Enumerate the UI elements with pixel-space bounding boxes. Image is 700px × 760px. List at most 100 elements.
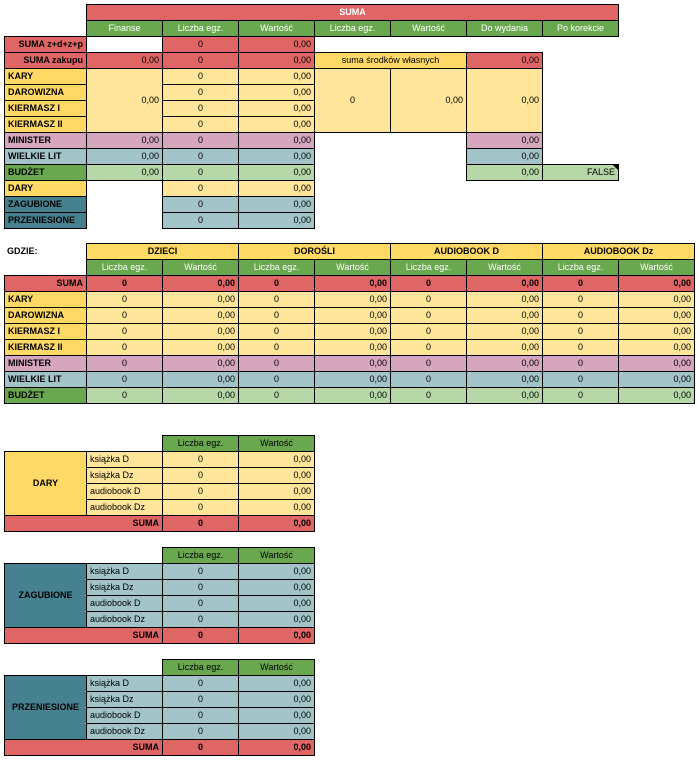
- breakdown-value-cell[interactable]: 0,00: [466, 323, 543, 340]
- breakdown-value-cell[interactable]: 0: [390, 291, 467, 308]
- liczba-merged-cell[interactable]: 0: [314, 68, 391, 133]
- summary-column-header[interactable]: Liczba egz.: [314, 20, 391, 37]
- liczba-cell[interactable]: 0: [162, 180, 239, 197]
- subtable-sum-liczba[interactable]: 0: [162, 739, 239, 756]
- breakdown-value-cell[interactable]: 0: [542, 323, 619, 340]
- subtable-item[interactable]: audiobook D: [86, 595, 163, 612]
- breakdown-value-cell[interactable]: 0: [390, 355, 467, 372]
- breakdown-value-cell[interactable]: 0: [86, 339, 163, 356]
- wartosc-cell[interactable]: 0,00: [238, 68, 315, 85]
- breakdown-value-cell[interactable]: 0,00: [314, 307, 391, 324]
- subtable-sum-label[interactable]: SUMA: [4, 515, 163, 532]
- liczba-cell[interactable]: 0: [162, 563, 239, 580]
- finanse-cell[interactable]: 0,00: [86, 164, 163, 181]
- liczba-cell[interactable]: 0: [162, 467, 239, 484]
- wartosc-merged-cell[interactable]: 0,00: [390, 68, 467, 133]
- wartosc-cell[interactable]: 0,00: [238, 611, 315, 628]
- wartosc-cell[interactable]: 0,00: [238, 675, 315, 692]
- breakdown-value-cell[interactable]: 0: [542, 371, 619, 388]
- breakdown-column-header[interactable]: Wartość: [618, 259, 695, 276]
- row-label-suma-total[interactable]: SUMA z+d+z+p: [4, 36, 87, 53]
- wartosc-cell[interactable]: 0,00: [238, 723, 315, 740]
- subtable-sum-wartosc[interactable]: 0,00: [238, 515, 315, 532]
- liczba-cell[interactable]: 0: [162, 132, 239, 149]
- wartosc-cell[interactable]: 0,00: [238, 180, 315, 197]
- wartosc-cell[interactable]: 0,00: [238, 595, 315, 612]
- row-label[interactable]: KIERMASZ I: [4, 100, 87, 117]
- finanse-cell[interactable]: 0,00: [86, 132, 163, 149]
- liczba-cell[interactable]: 0: [162, 84, 239, 101]
- wartosc-cell[interactable]: 0,00: [238, 52, 315, 69]
- breakdown-value-cell[interactable]: 0,00: [466, 307, 543, 324]
- breakdown-value-cell[interactable]: 0,00: [618, 371, 695, 388]
- breakdown-value-cell[interactable]: 0,00: [162, 323, 239, 340]
- subtable-item[interactable]: audiobook Dz: [86, 723, 163, 740]
- liczba-cell[interactable]: 0: [162, 68, 239, 85]
- breakdown-column-header[interactable]: Liczba egz.: [542, 259, 619, 276]
- liczba-cell[interactable]: 0: [162, 483, 239, 500]
- srodki-wlasne-label[interactable]: suma środków własnych: [314, 52, 467, 69]
- summary-column-header[interactable]: Wartość: [238, 20, 315, 37]
- breakdown-column-header[interactable]: Liczba egz.: [86, 259, 163, 276]
- finanse-merged-cell[interactable]: 0,00: [86, 68, 163, 133]
- wartosc-cell[interactable]: 0,00: [238, 483, 315, 500]
- liczba-cell[interactable]: 0: [162, 212, 239, 229]
- liczba-cell[interactable]: 0: [162, 691, 239, 708]
- breakdown-value-cell[interactable]: 0: [86, 291, 163, 308]
- breakdown-value-cell[interactable]: 0,00: [618, 387, 695, 404]
- wartosc-cell[interactable]: 0,00: [238, 116, 315, 133]
- breakdown-value-cell[interactable]: 0,00: [162, 291, 239, 308]
- row-label[interactable]: WIELKIE LIT: [4, 148, 87, 165]
- wartosc-cell[interactable]: 0,00: [238, 467, 315, 484]
- breakdown-value-cell[interactable]: 0,00: [314, 291, 391, 308]
- breakdown-value-cell[interactable]: 0: [238, 323, 315, 340]
- breakdown-value-cell[interactable]: 0,00: [618, 275, 695, 292]
- wartosc-cell[interactable]: 0,00: [238, 196, 315, 213]
- wartosc-cell[interactable]: 0,00: [238, 691, 315, 708]
- wartosc-cell[interactable]: 0,00: [238, 451, 315, 468]
- summary-column-header[interactable]: Wartość: [390, 20, 467, 37]
- subtable-column-header[interactable]: Wartość: [238, 659, 315, 676]
- category-header[interactable]: AUDIOBOOK D: [390, 243, 543, 260]
- breakdown-value-cell[interactable]: 0,00: [162, 339, 239, 356]
- subtable-item[interactable]: książka Dz: [86, 579, 163, 596]
- breakdown-value-cell[interactable]: 0: [390, 387, 467, 404]
- breakdown-value-cell[interactable]: 0,00: [314, 355, 391, 372]
- subtable-label[interactable]: PRZENIESIONE: [4, 675, 87, 740]
- subtable-item[interactable]: książka D: [86, 563, 163, 580]
- breakdown-value-cell[interactable]: 0: [86, 307, 163, 324]
- breakdown-row-label[interactable]: KIERMASZ II: [4, 339, 87, 356]
- breakdown-value-cell[interactable]: 0: [542, 307, 619, 324]
- row-label[interactable]: DARY: [4, 180, 87, 197]
- breakdown-column-header[interactable]: Wartość: [162, 259, 239, 276]
- breakdown-value-cell[interactable]: 0,00: [162, 387, 239, 404]
- finanse-cell[interactable]: 0,00: [86, 52, 163, 69]
- liczba-cell[interactable]: 0: [162, 148, 239, 165]
- breakdown-value-cell[interactable]: 0: [238, 291, 315, 308]
- category-header[interactable]: DOROŚLI: [238, 243, 391, 260]
- breakdown-value-cell[interactable]: 0,00: [618, 355, 695, 372]
- breakdown-value-cell[interactable]: 0,00: [162, 355, 239, 372]
- breakdown-value-cell[interactable]: 0,00: [466, 339, 543, 356]
- breakdown-value-cell[interactable]: 0,00: [466, 275, 543, 292]
- wartosc-cell[interactable]: 0,00: [238, 36, 315, 53]
- liczba-cell[interactable]: 0: [162, 451, 239, 468]
- breakdown-value-cell[interactable]: 0,00: [618, 291, 695, 308]
- summary-column-header[interactable]: Finanse: [86, 20, 163, 37]
- liczba-cell[interactable]: 0: [162, 100, 239, 117]
- breakdown-value-cell[interactable]: 0: [238, 307, 315, 324]
- category-header[interactable]: DZIECI: [86, 243, 239, 260]
- subtable-column-header[interactable]: Wartość: [238, 435, 315, 452]
- subtable-label[interactable]: DARY: [4, 451, 87, 516]
- breakdown-value-cell[interactable]: 0,00: [314, 275, 391, 292]
- subtable-column-header[interactable]: Liczba egz.: [162, 659, 239, 676]
- row-label[interactable]: KIERMASZ II: [4, 116, 87, 133]
- breakdown-value-cell[interactable]: 0: [86, 275, 163, 292]
- breakdown-value-cell[interactable]: 0: [238, 387, 315, 404]
- breakdown-value-cell[interactable]: 0: [86, 371, 163, 388]
- breakdown-value-cell[interactable]: 0: [238, 339, 315, 356]
- row-label[interactable]: MINISTER: [4, 132, 87, 149]
- subtable-sum-label[interactable]: SUMA: [4, 627, 163, 644]
- breakdown-row-label[interactable]: WIELKIE LIT: [4, 371, 87, 388]
- gdzie-label[interactable]: GDZIE:: [7, 246, 38, 256]
